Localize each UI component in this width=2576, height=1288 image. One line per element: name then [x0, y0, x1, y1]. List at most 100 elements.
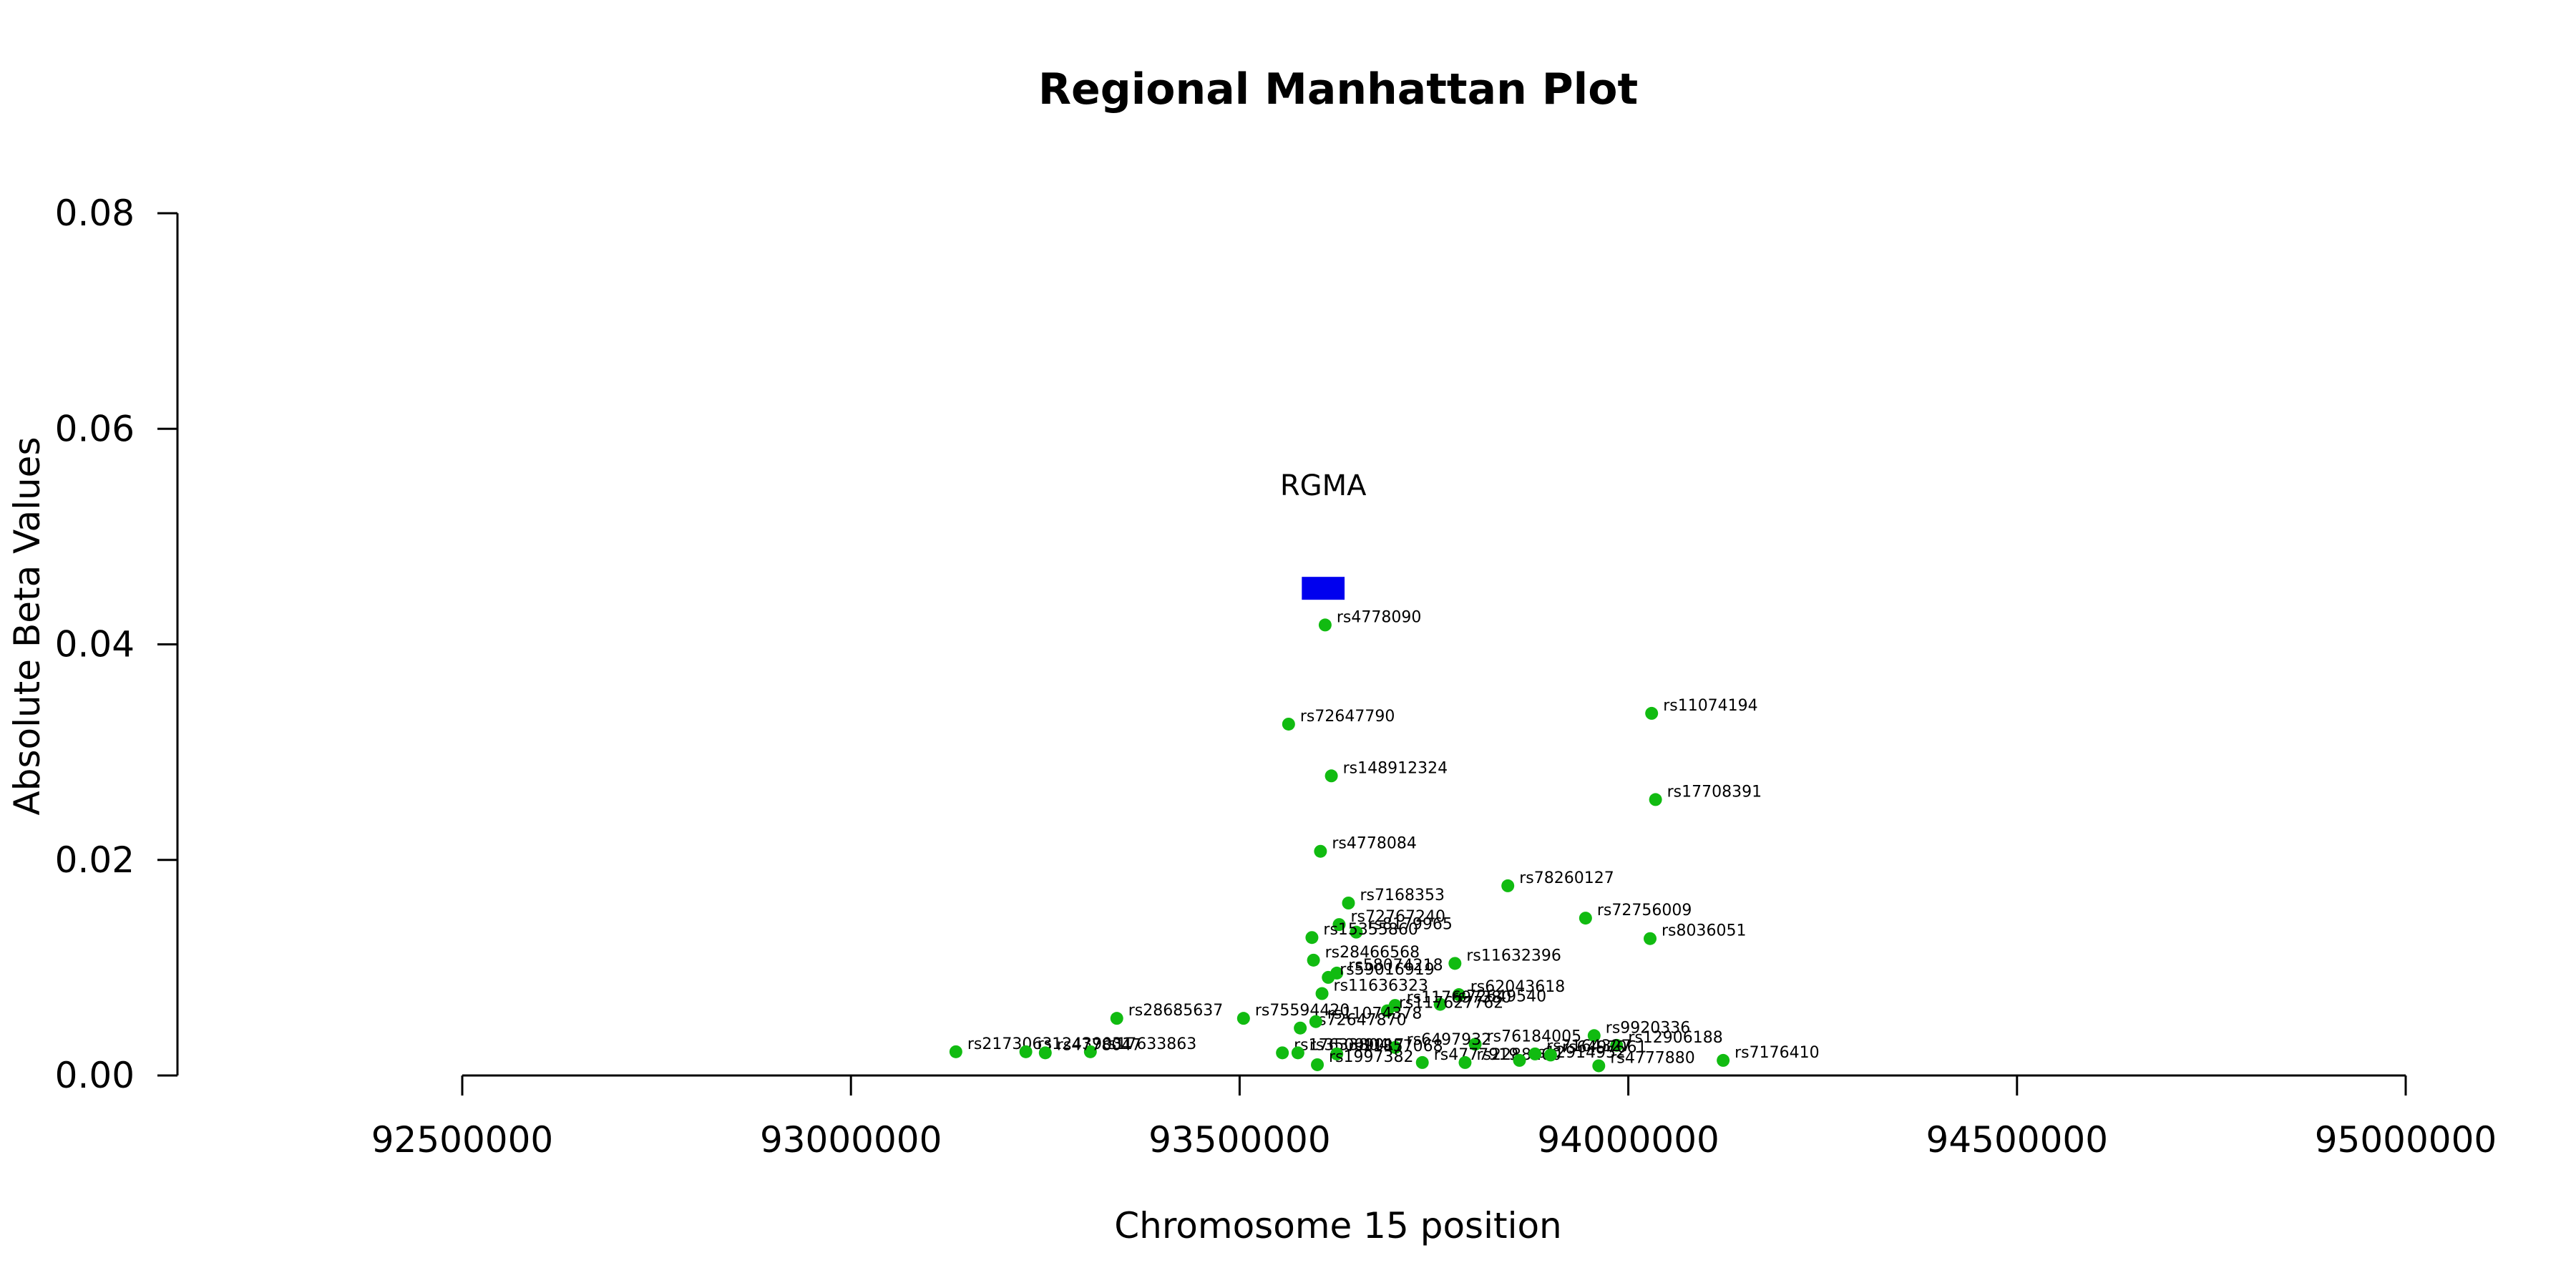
snp-label: rs72649540 [1452, 988, 1546, 1006]
snp-point [1579, 912, 1592, 925]
snp-point [1294, 1021, 1307, 1035]
snp-point [1468, 1038, 1482, 1051]
snp-point [1543, 1048, 1557, 1062]
x-tick-label: 94500000 [1926, 1119, 2109, 1161]
x-axis: 92500000 93000000 93500000 94000000 94500000… [371, 1074, 2497, 1246]
snp-point [1318, 618, 1332, 632]
snp-label: rs76184005 [1487, 1028, 1581, 1045]
snp-point [1236, 1012, 1250, 1025]
x-axis-label: Chromosome 15 position [1114, 1205, 1562, 1246]
snp-label: rs1997382 [1329, 1048, 1414, 1066]
snp-label: rs11857068 [1348, 1038, 1443, 1055]
snp-point [1610, 1038, 1624, 1052]
snp-label: rs6497932 [1407, 1031, 1492, 1049]
snp-label: rs11074194 [1663, 697, 1757, 715]
snp-label: rs4778090 [1337, 608, 1422, 626]
y-tick-label: 0.08 [55, 192, 135, 234]
snp-point [1587, 1029, 1601, 1043]
snp-point [1458, 1055, 1472, 1069]
x-tick-label: 94000000 [1537, 1119, 1719, 1161]
gene-layer: RGMA [1280, 469, 1367, 600]
snp-point [1501, 879, 1515, 892]
snp-point [1324, 769, 1338, 783]
snp-point [1305, 931, 1319, 945]
snp-label: rs7164327 [1546, 1038, 1631, 1055]
snp-label: rs12906188 [1628, 1029, 1722, 1047]
snp-point [1645, 706, 1659, 720]
y-tick-label: 0.04 [55, 624, 135, 665]
snp-point [1322, 970, 1335, 984]
snp-label: rs4778047 [1057, 1036, 1142, 1054]
snp-label: rs117627762 [1399, 995, 1503, 1013]
snp-label: rs7168353 [1360, 887, 1445, 904]
y-tick-label: 0.06 [55, 408, 135, 449]
snp-label: rs4778084 [1332, 835, 1417, 853]
snp-point [949, 1045, 962, 1058]
points-layer: rs4778090 rs72647790 rs11074194 rs148912324… [949, 608, 1820, 1073]
snp-label: rs35009017 [1309, 1036, 1404, 1054]
snp-label: rs9920336 [1606, 1019, 1691, 1037]
snp-label: rs4777919 [1434, 1046, 1519, 1064]
snp-point [1350, 925, 1363, 939]
x-tick-label: 95000000 [2315, 1119, 2497, 1161]
snp-point [1038, 1046, 1052, 1060]
snp-point [1415, 1055, 1429, 1069]
y-ticks: 0.00 0.02 0.04 0.06 0.08 [55, 192, 177, 1096]
snp-label: rs7176410 [1735, 1044, 1820, 1062]
snp-point [1315, 987, 1329, 1000]
y-axis-label: Absolute Beta Values [6, 437, 48, 816]
snp-point [1717, 1053, 1730, 1067]
snp-label: rs11632396 [1466, 947, 1561, 965]
snp-point [1330, 1047, 1344, 1060]
snp-label: rs8036051 [1662, 922, 1747, 940]
snp-point [1276, 1046, 1289, 1060]
snp-label: rs72647870 [1312, 1012, 1406, 1030]
snp-point [1528, 1047, 1542, 1060]
snp-point [1110, 1012, 1123, 1025]
snp-point [1019, 1045, 1033, 1058]
snp-point [1291, 1046, 1304, 1060]
snp-label: rs8179965 [1367, 916, 1453, 934]
snp-point [1311, 1058, 1324, 1071]
snp-label: rs58074218 [1348, 957, 1443, 975]
x-ticks: 92500000 93000000 93500000 94000000 94500000… [371, 1075, 2497, 1161]
gene-label-rgma: RGMA [1280, 469, 1367, 502]
snp-label: rs59016919 [1340, 961, 1434, 979]
snp-point [1332, 918, 1346, 932]
snp-point [1448, 957, 1462, 970]
snp-point [1342, 897, 1355, 909]
snp-point [1282, 717, 1295, 731]
snp-label: rs6497061 [1562, 1038, 1647, 1056]
snp-point [1380, 1004, 1394, 1018]
snp-point [1649, 793, 1662, 806]
snp-label: rs72767240 [1350, 908, 1445, 926]
snp-point [1307, 953, 1320, 967]
snp-label: rs75594420 [1255, 1002, 1350, 1020]
snp-label: rs72756009 [1597, 902, 1692, 919]
snp-label: rs17708391 [1667, 783, 1762, 801]
snp-label: rs15355860 [1323, 921, 1418, 939]
snp-label: rs117697380 [1407, 989, 1511, 1007]
snp-label: rs4777880 [1610, 1049, 1695, 1067]
snp-point [1644, 932, 1657, 945]
snp-point [1592, 1059, 1606, 1073]
snp-point [1083, 1045, 1097, 1058]
snp-label: rs28685637 [1128, 1002, 1223, 1020]
snp-label: rs17633863 [1102, 1035, 1196, 1053]
gene-box-rgma [1302, 577, 1345, 600]
snp-point [1388, 1040, 1402, 1054]
snp-point [1309, 1015, 1322, 1028]
x-tick-label: 93000000 [760, 1119, 942, 1161]
snp-label: rs11636323 [1334, 977, 1428, 995]
snp-point [1314, 844, 1327, 858]
snp-point [1513, 1053, 1526, 1067]
snp-label: rs2173063 [967, 1035, 1053, 1053]
snp-label: rs11074378 [1327, 1005, 1422, 1023]
x-tick-label: 93500000 [1148, 1119, 1331, 1161]
snp-point [1452, 988, 1465, 1002]
snp-label: rs148912324 [1343, 759, 1448, 777]
y-axis: 0.00 0.02 0.04 0.06 0.08 Absolute Beta Value… [6, 192, 179, 1096]
snp-label: rs62043618 [1470, 978, 1565, 996]
snp-point [1433, 997, 1447, 1011]
